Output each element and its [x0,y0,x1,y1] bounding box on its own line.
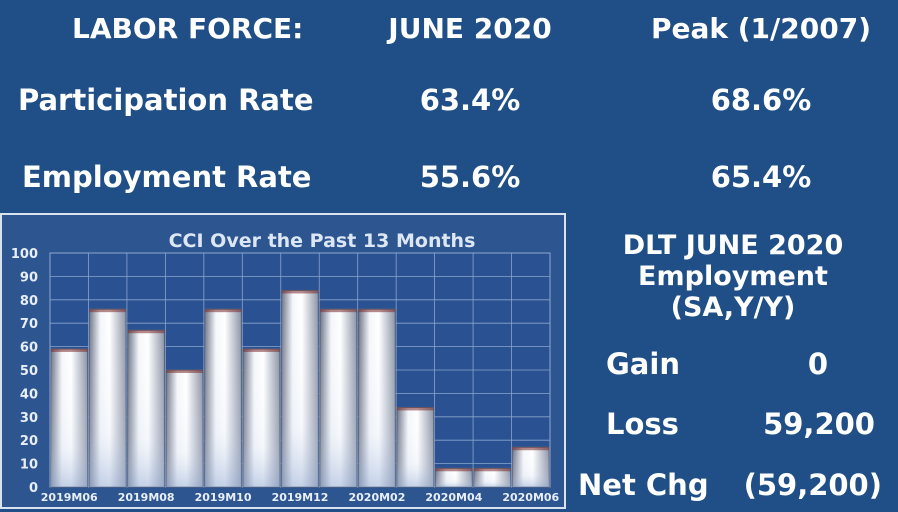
bar-shade [243,348,280,487]
bar-shade [435,468,473,487]
bar-cap [166,370,203,373]
net-change-value: (59,200) [743,468,882,502]
loss-value: 59,200 [763,407,875,441]
participation-rate-label: Participation Rate [18,83,314,117]
bar-cap [243,348,280,352]
bar-cap [358,309,396,313]
column-header-current: JUNE 2020 [388,12,552,45]
bar-shade [320,309,357,487]
bar-shade [51,348,88,487]
cci-bar-chart: CCI Over the Past 13 Months 0 10 20 30 40 50 6… [11,230,560,504]
bar-cap [320,309,357,313]
dlt-title-line3: (SA,Y/Y) [670,292,796,323]
bar-cap [204,309,242,313]
bar-cap [51,348,88,352]
y-tick-label: 100 [11,247,38,262]
employment-rate-current: 55.6% [419,160,521,194]
x-tick-label: 2020M02 [348,491,405,504]
y-tick-label: 20 [20,434,38,449]
net-change-label: Net Chg [578,468,709,502]
bar-cap [127,330,165,334]
bar-cap [281,290,319,294]
y-tick-label: 50 [20,364,38,379]
employment-rate-label: Employment Rate [22,160,312,194]
gain-value: 0 [807,347,828,381]
column-header-peak: Peak (1/2007) [650,12,871,45]
dlt-title-line2: Employment [638,261,828,292]
dlt-title-line1: DLT JUNE 2020 [622,230,844,261]
bar-shade [474,468,511,487]
chart-title: CCI Over the Past 13 Months [169,230,476,252]
participation-rate-peak: 68.6% [710,83,812,117]
bar-shade [89,309,126,487]
bar-shade [204,309,242,487]
employment-rate-peak: 65.4% [710,160,812,194]
y-tick-label: 0 [29,481,38,496]
bar-shade [166,370,203,487]
participation-rate-current: 63.4% [419,83,521,117]
y-tick-label: 40 [20,387,38,402]
bar-cap [435,468,473,472]
bar-shade [281,290,319,487]
bar-cap [397,407,434,411]
bar-shade [512,447,549,487]
bar-cap [89,309,126,313]
cci-chart-panel: CCI Over the Past 13 Months 0 10 20 30 40 50 6… [0,213,566,509]
y-tick-label: 70 [20,317,38,332]
bar-shade [397,407,434,487]
bar-cap [512,447,549,451]
y-tick-label: 30 [20,411,38,426]
gain-label: Gain [606,347,680,381]
bar-shade [358,309,396,487]
y-tick-label: 90 [20,270,38,285]
y-tick-label: 80 [20,294,38,309]
x-tick-label: 2019M12 [272,491,329,504]
x-tick-label: 2019M06 [41,491,98,504]
x-tick-label: 2019M10 [195,491,252,504]
bar-cap [474,468,511,472]
labor-force-header: LABOR FORCE: [72,12,304,45]
x-tick-label: 2020M06 [502,491,559,504]
x-tick-label: 2020M04 [425,491,482,504]
y-tick-label: 60 [20,341,38,356]
loss-label: Loss [606,407,679,441]
x-tick-label: 2019M08 [118,491,175,504]
y-tick-label: 10 [20,458,38,473]
bar-shade [127,330,165,487]
